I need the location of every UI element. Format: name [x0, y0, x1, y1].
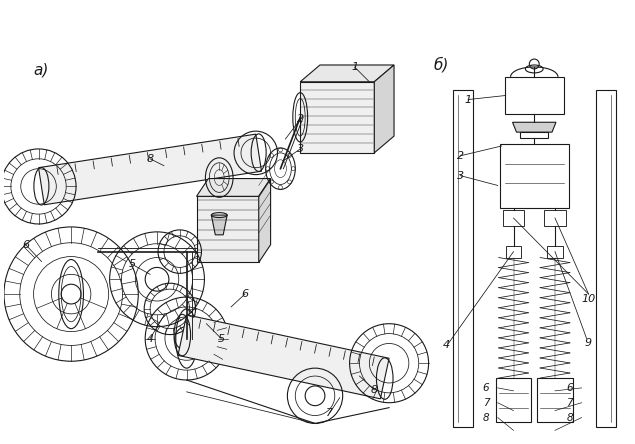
Bar — [503, 210, 525, 226]
Text: 4: 4 — [147, 333, 154, 344]
Text: 3: 3 — [297, 144, 304, 154]
Text: 2: 2 — [457, 151, 464, 161]
Bar — [496, 378, 531, 422]
Text: 4: 4 — [443, 341, 450, 350]
Text: 6: 6 — [22, 240, 29, 250]
Polygon shape — [211, 215, 227, 235]
Polygon shape — [521, 132, 548, 138]
Polygon shape — [39, 134, 262, 205]
Text: 5: 5 — [218, 333, 225, 344]
Text: 2: 2 — [297, 114, 304, 124]
Text: 7: 7 — [326, 408, 333, 418]
Text: 8: 8 — [483, 412, 489, 423]
Polygon shape — [197, 196, 258, 262]
Text: 6: 6 — [483, 383, 489, 393]
Bar — [544, 210, 566, 226]
Bar — [537, 378, 573, 422]
Bar — [596, 90, 616, 428]
Bar — [500, 144, 569, 208]
Text: 1: 1 — [351, 62, 358, 72]
Text: 9: 9 — [585, 338, 592, 349]
Polygon shape — [300, 82, 374, 153]
Text: 8: 8 — [566, 412, 573, 423]
Text: 1: 1 — [465, 95, 472, 104]
Text: 10: 10 — [582, 294, 596, 304]
Text: a): a) — [34, 62, 49, 77]
Text: 3: 3 — [457, 170, 464, 181]
Polygon shape — [258, 178, 271, 262]
Bar — [453, 90, 473, 428]
Polygon shape — [374, 65, 394, 153]
Text: б): б) — [434, 57, 449, 73]
Polygon shape — [512, 122, 556, 132]
Bar — [505, 246, 521, 258]
Text: 6: 6 — [566, 383, 573, 393]
Text: 6: 6 — [241, 289, 248, 299]
Polygon shape — [178, 315, 389, 399]
Text: 8: 8 — [147, 154, 154, 164]
Text: 5: 5 — [129, 259, 136, 270]
Polygon shape — [300, 65, 394, 82]
Bar — [505, 77, 564, 115]
Text: 7: 7 — [566, 398, 573, 408]
Text: 7: 7 — [483, 398, 489, 408]
Polygon shape — [197, 178, 271, 196]
Bar — [547, 246, 563, 258]
Text: 8: 8 — [371, 385, 378, 395]
